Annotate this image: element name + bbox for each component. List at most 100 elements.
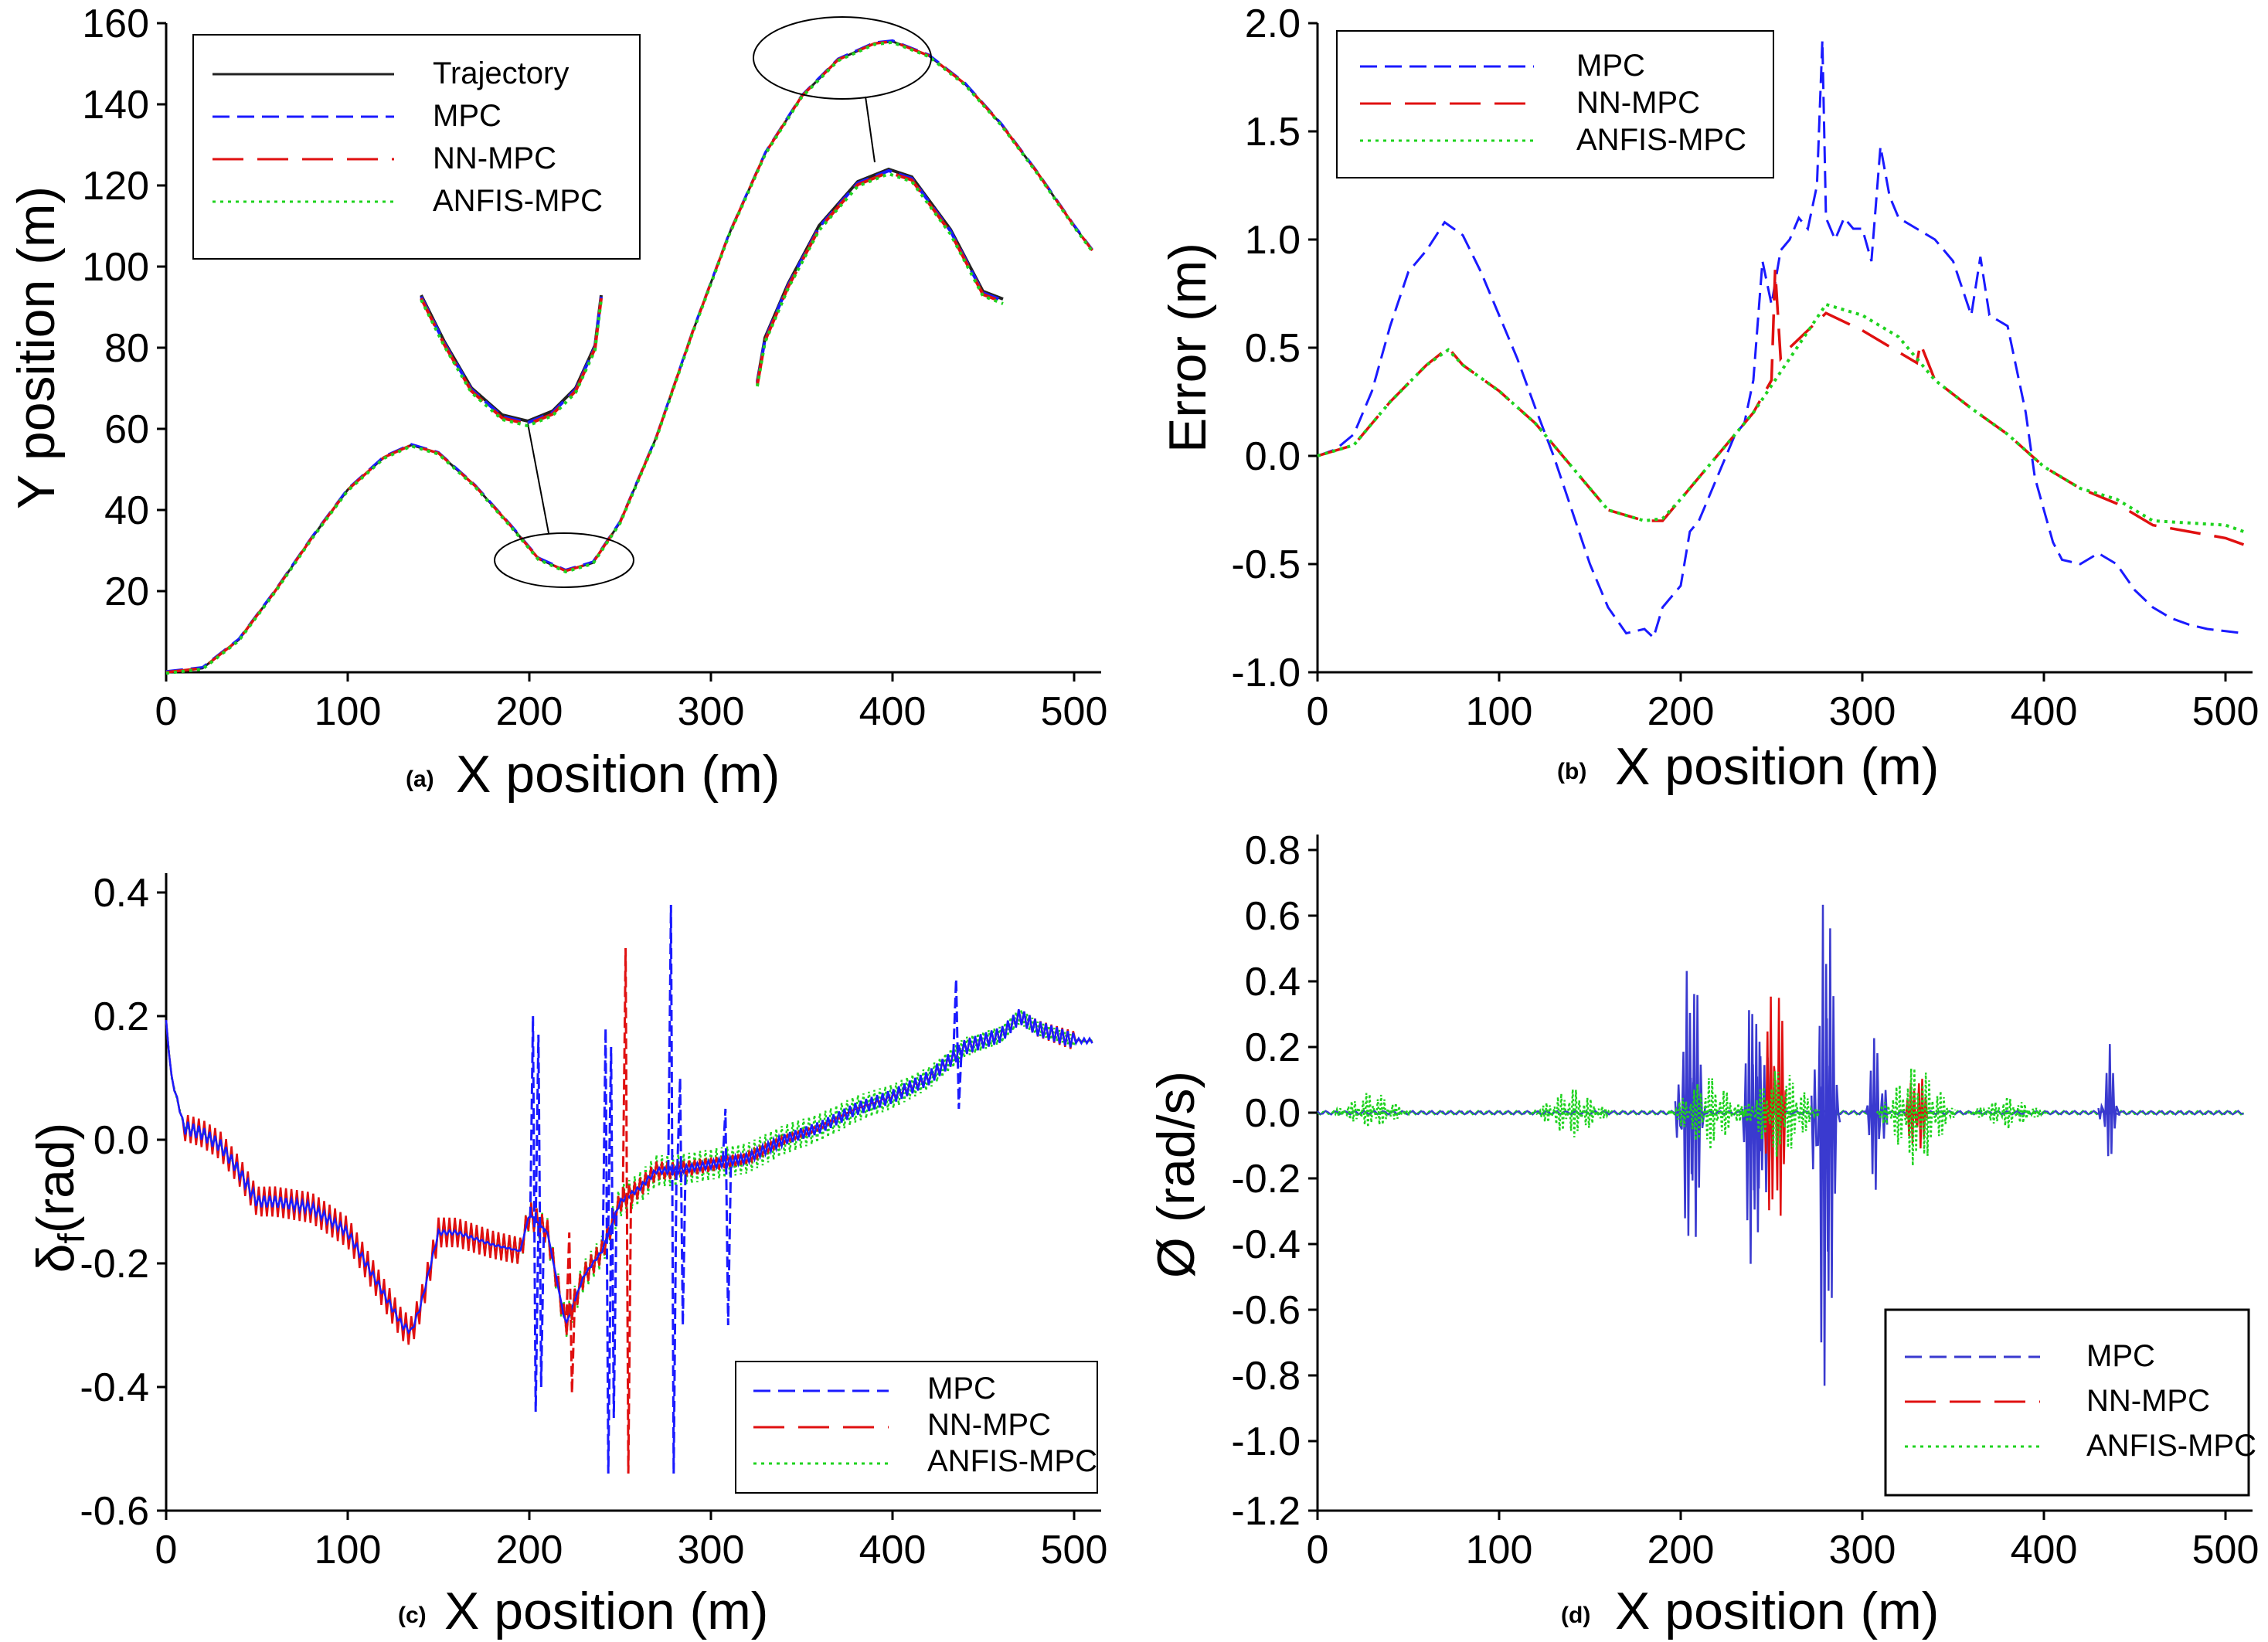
y-tick-label: 0.0 — [1245, 434, 1301, 479]
x-tick-label: 400 — [2011, 689, 2078, 734]
legend-label: MPC — [2086, 1339, 2155, 1373]
burst-anfis-mpc — [1967, 1096, 2047, 1129]
spike-mpc — [952, 978, 963, 1110]
burst-anfis-mpc — [1667, 1078, 1748, 1150]
panel-letter: (d) — [1561, 1603, 1590, 1628]
y-tick-label: -1.0 — [1231, 1419, 1301, 1464]
legend-label: NN-MPC — [433, 141, 556, 175]
x-tick-label: 100 — [315, 1528, 382, 1572]
y-axis-label: δf(rad) — [26, 1123, 93, 1273]
panel-d: 0 100 200 300 400 500 0.8 0.6 0.4 0.2 0.0 -0.2 -0.4 -… — [1147, 828, 2259, 1640]
legend-label: MPC — [433, 99, 502, 133]
x-axis-label: X position (m) — [444, 1582, 768, 1640]
y-tick-label: -1.2 — [1231, 1489, 1301, 1534]
legend-label: ANFIS-MPC — [1576, 123, 1746, 157]
panel-letter: (c) — [398, 1603, 427, 1628]
y-tick-label: 80 — [104, 326, 149, 371]
y-tick-label: -0.4 — [1231, 1222, 1301, 1267]
burst-anfis-mpc — [1331, 1093, 1412, 1127]
burst-anfis-mpc — [1875, 1068, 1957, 1166]
legend-label: ANFIS-MPC — [2086, 1429, 2256, 1463]
y-tick-label: 2.0 — [1245, 2, 1301, 46]
legend-box — [735, 1361, 1098, 1494]
y-tick-label: -0.4 — [80, 1365, 149, 1410]
burst-anfis-mpc — [1739, 1071, 1821, 1157]
y-tick-label: -0.6 — [80, 1489, 149, 1534]
y-tick-label: 1.5 — [1245, 110, 1301, 155]
x-tick-label: 200 — [1647, 1528, 1715, 1572]
x-axis-label: X position (m) — [1615, 737, 1939, 796]
spike-mpc — [534, 1034, 546, 1388]
y-tick-label: -0.5 — [1231, 542, 1301, 587]
y-tick-label: 0.2 — [1245, 1025, 1301, 1070]
y-tick-label: 40 — [104, 488, 149, 533]
y-tick-label: 160 — [82, 2, 149, 46]
y-label-sub: f — [52, 1233, 93, 1244]
legend-label: ANFIS-MPC — [433, 184, 603, 218]
legend-box — [192, 34, 641, 260]
x-tick-label: 400 — [2011, 1528, 2078, 1572]
spike-mpc — [721, 1108, 733, 1326]
x-tick-label: 300 — [1829, 1528, 1896, 1572]
x-tick-label: 300 — [1829, 689, 1896, 734]
x-tick-label: 100 — [1466, 1528, 1533, 1572]
panel-b: 0 100 200 300 400 500 2.0 1.5 1.0 0.5 0.0 -0.5 -1.0 M… — [1158, 2, 2259, 796]
panel-c: 0 100 200 300 400 500 0.4 0.2 0.0 -0.2 -0.4 -0.6 MPC… — [26, 871, 1107, 1640]
y-tick-label: 0.4 — [1245, 960, 1301, 1005]
y-tick-label: 120 — [82, 164, 149, 209]
x-tick-label: 500 — [1041, 1528, 1108, 1572]
y-tick-label: 0.5 — [1245, 326, 1301, 371]
burst-mpc — [1817, 928, 1841, 1298]
spike-mpc — [667, 904, 678, 1474]
zoom-connector-valley — [527, 423, 549, 534]
series-line-anfis-mpc — [1317, 302, 2245, 533]
y-tick-label: -0.2 — [80, 1242, 149, 1287]
series-line-mpc — [1317, 40, 2244, 640]
x-tick-label: 500 — [1041, 689, 1108, 734]
burst-anfis-mpc — [1531, 1089, 1611, 1137]
x-tick-label: 0 — [1307, 689, 1329, 734]
spike-mpc — [601, 1028, 613, 1474]
panel-letter: (b) — [1557, 759, 1586, 784]
inset-peak-line — [756, 170, 1004, 386]
series-line-nn-mpc — [1317, 270, 2245, 546]
y-tick-label: 0.0 — [94, 1118, 149, 1163]
legend-label: Trajectory — [433, 56, 569, 90]
y-axis-label: Error (m) — [1158, 243, 1217, 453]
inset-valley-line — [420, 299, 603, 428]
legend-label: NN-MPC — [1576, 86, 1700, 120]
x-tick-label: 0 — [1307, 1528, 1329, 1572]
spike-nn-mpc — [565, 1232, 576, 1394]
x-tick-label: 300 — [678, 689, 745, 734]
burst-mpc — [1865, 1038, 1889, 1190]
spike-mpc — [676, 1077, 687, 1326]
y-axis-label: Y position (m) — [7, 186, 66, 509]
zoom-ellipse-valley — [494, 532, 634, 588]
x-tick-label: 200 — [496, 1528, 563, 1572]
zoom-connector-peak — [865, 96, 876, 163]
x-tick-label: 200 — [496, 689, 563, 734]
y-tick-label: -0.6 — [1231, 1288, 1301, 1333]
y-tick-label: 0.8 — [1245, 828, 1301, 873]
y-tick-label: 0.6 — [1245, 894, 1301, 939]
y-tick-label: 0.0 — [1245, 1091, 1301, 1136]
y-tick-label: 1.0 — [1245, 218, 1301, 263]
y-tick-label: -0.2 — [1231, 1157, 1301, 1202]
x-tick-label: 300 — [678, 1528, 745, 1572]
legend-box — [1884, 1308, 2250, 1497]
burst-mpc — [1683, 994, 1707, 1237]
inset-valley-line — [420, 296, 603, 425]
zoom-ellipse-peak — [753, 16, 932, 100]
y-tick-label: -0.8 — [1231, 1354, 1301, 1399]
y-tick-label: 60 — [104, 407, 149, 452]
panel-a: 0 100 200 300 400 500 20 40 60 80 100 120 140 160 Traj… — [7, 2, 1107, 804]
burst-mpc — [2097, 1044, 2121, 1157]
x-tick-label: 200 — [1647, 689, 1715, 734]
inset-valley-line — [420, 297, 603, 427]
y-tick-label: -1.0 — [1231, 651, 1301, 695]
legend-label: NN-MPC — [2086, 1384, 2210, 1418]
y-tick-label: 100 — [82, 245, 149, 290]
legend-label: MPC — [927, 1372, 996, 1406]
spike-nn-mpc — [621, 947, 633, 1474]
